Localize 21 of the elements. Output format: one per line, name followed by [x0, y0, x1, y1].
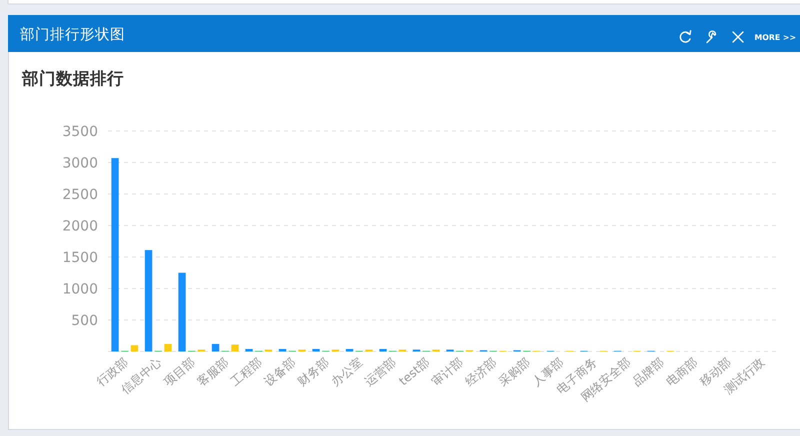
bar [278, 348, 286, 352]
y-tick-label: 500 [71, 313, 98, 329]
bar [231, 344, 239, 352]
chart-subtitle: 部门数据排行 [21, 69, 124, 88]
y-tick-label: 2000 [62, 218, 98, 234]
y-tick-label: 2500 [62, 187, 98, 203]
bar [164, 344, 172, 352]
y-tick-label: 3000 [62, 156, 98, 172]
bar [130, 345, 138, 352]
bar [312, 348, 320, 352]
y-tick-label: 1000 [62, 282, 98, 298]
y-tick-label: 1500 [62, 250, 98, 266]
bar [111, 158, 119, 352]
bar [212, 344, 220, 352]
bar [144, 250, 152, 352]
bar [178, 272, 186, 352]
y-tick-label: 3500 [62, 124, 98, 140]
bar [245, 348, 253, 352]
bar [379, 348, 387, 352]
chart-title: 部门排行形状图 [20, 26, 125, 43]
bar [346, 348, 354, 352]
